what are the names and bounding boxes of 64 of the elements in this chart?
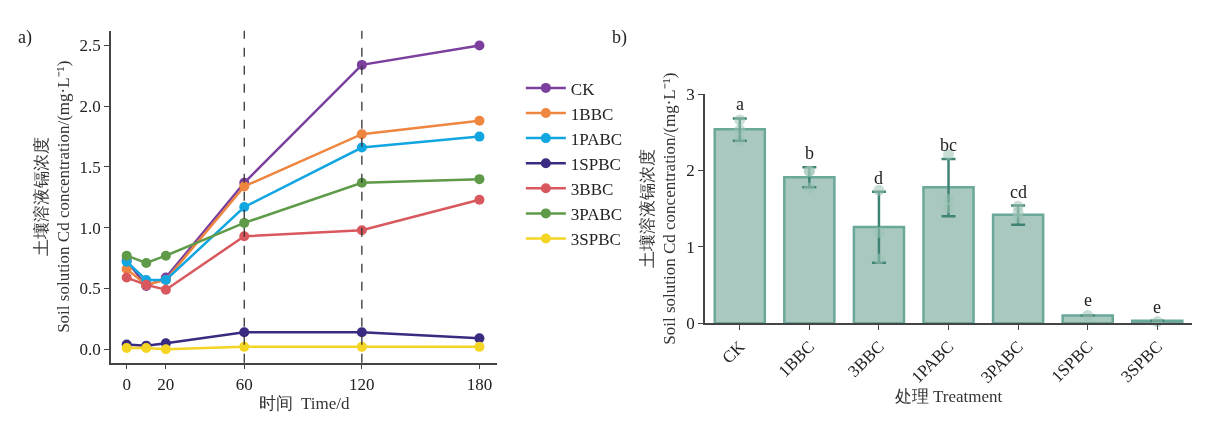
- x-tick-label: 60: [235, 374, 253, 394]
- x-axis-title: 时间 Time/d: [258, 393, 351, 413]
- point: [121, 250, 132, 261]
- point: [356, 129, 367, 140]
- bar: [922, 185, 975, 324]
- legend-label: CK: [570, 79, 596, 99]
- point: [239, 341, 250, 352]
- y-tick-label: 2.0: [79, 97, 101, 117]
- bar: [1061, 314, 1114, 324]
- point: [356, 341, 367, 352]
- x-tick-label: 0: [122, 374, 131, 394]
- x-tick-label: 120: [349, 374, 375, 394]
- annotation: a: [736, 94, 744, 114]
- point: [160, 250, 171, 261]
- y-tick-label: 2.5: [79, 36, 101, 56]
- point: [239, 202, 250, 213]
- y-tick-label: 0.5: [79, 279, 101, 299]
- x-axis-title: 处理 Treatment: [894, 386, 1003, 406]
- point: [121, 272, 132, 283]
- bar: [852, 225, 906, 324]
- legend-label: 1PABC: [570, 129, 623, 149]
- y-tick-label: 1.5: [79, 157, 101, 177]
- annotation: d: [874, 168, 883, 188]
- point: [160, 284, 171, 295]
- y-tick-label: 2: [686, 161, 695, 181]
- annotation: b: [805, 143, 814, 163]
- point: [474, 40, 485, 51]
- y-tick-label: 0: [686, 314, 695, 334]
- bar: [783, 176, 836, 324]
- y-tick-label: 0.0: [79, 340, 101, 360]
- y-tick-label: 3: [686, 85, 695, 104]
- point: [474, 341, 485, 352]
- point: [160, 344, 171, 355]
- bar: [991, 213, 1045, 324]
- annotation: e: [1084, 290, 1092, 310]
- point: [239, 181, 250, 192]
- point: [239, 217, 250, 228]
- legend-label: 1SPBC: [570, 154, 621, 174]
- annotation: e: [1153, 297, 1161, 317]
- point: [121, 343, 132, 354]
- point: [356, 327, 367, 338]
- point: [239, 327, 250, 338]
- x-tick-label: 180: [466, 374, 493, 394]
- legend-label: 1BBC: [570, 104, 614, 124]
- legend-label: 3SPBC: [570, 230, 621, 250]
- bar: [713, 127, 767, 324]
- point: [141, 257, 152, 268]
- point: [239, 231, 250, 242]
- x-tick-label: CK: [718, 336, 750, 368]
- legend-label: 3BBC: [570, 179, 614, 199]
- x-tick-label: 20: [157, 374, 175, 394]
- legend-label: 3PABC: [570, 205, 623, 225]
- point: [474, 131, 485, 142]
- y-axis-title: 土壤溶液镉浓度 Soil solution Cd concentration/(mg·L⁻¹): [638, 72, 680, 345]
- annotation: bc: [940, 135, 957, 155]
- chart-title: a): [18, 27, 32, 48]
- chart-title: b): [612, 27, 627, 48]
- y-tick-label: 1.0: [79, 218, 101, 238]
- y-axis-title: 土壤溶液镉浓度 Soil solution Cd concentration/(mg·L⁻¹): [31, 60, 73, 333]
- annotation: cd: [1010, 182, 1027, 202]
- y-tick-label: 1: [686, 237, 695, 257]
- point: [474, 194, 485, 205]
- point: [474, 174, 485, 185]
- point: [474, 115, 485, 126]
